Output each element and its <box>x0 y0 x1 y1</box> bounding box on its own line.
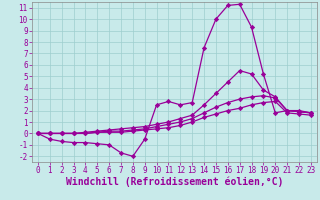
X-axis label: Windchill (Refroidissement éolien,°C): Windchill (Refroidissement éolien,°C) <box>66 177 283 187</box>
